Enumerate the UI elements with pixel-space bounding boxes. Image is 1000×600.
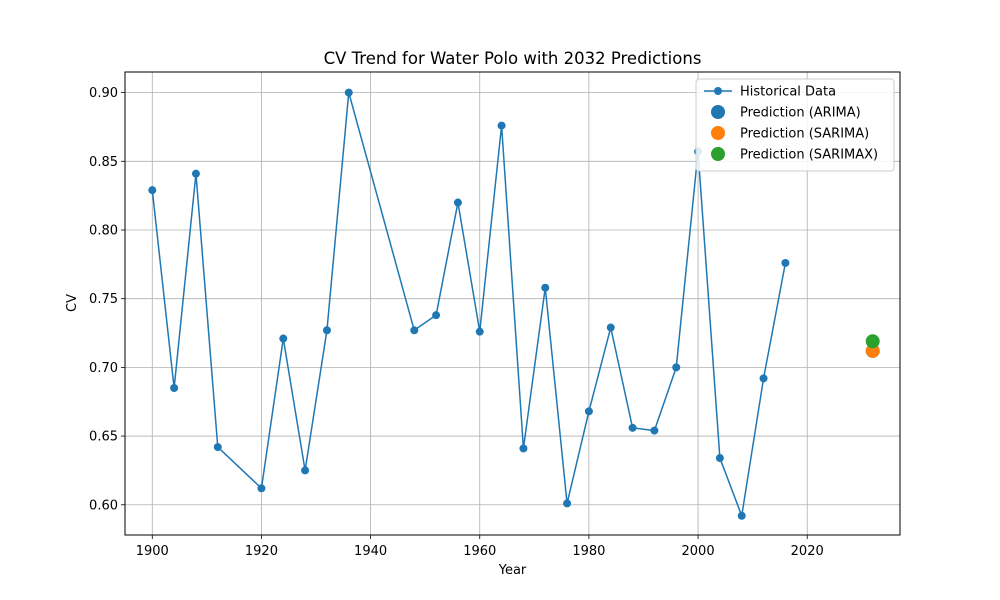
historical-data-point [279, 334, 288, 343]
legend: Historical Data Prediction (ARIMA) Predict… [695, 78, 895, 172]
historical-data-point [715, 454, 724, 463]
legend-marker-swatch [711, 105, 725, 119]
historical-data-point [497, 121, 506, 130]
prediction-sarimax-point [865, 334, 880, 349]
y-tick-label: 0.65 [89, 430, 118, 445]
historical-data-point [650, 426, 659, 435]
y-tick-label: 0.90 [89, 86, 118, 101]
historical-data-point [257, 484, 266, 493]
historical-data-point [584, 407, 593, 416]
historical-data-point [541, 283, 550, 292]
legend-marker-swatch [711, 147, 725, 161]
historical-data-point [628, 423, 637, 432]
historical-data-point [432, 311, 441, 320]
historical-data-point [322, 326, 331, 335]
y-axis-label: CV [65, 294, 80, 312]
legend-marker-swatch [714, 87, 722, 95]
historical-data-point [170, 383, 179, 392]
plot-frame [124, 71, 901, 536]
legend-marker-swatch [711, 126, 725, 140]
legend-label: Prediction (SARIMA) [740, 127, 869, 142]
chart-title: CV Trend for Water Polo with 2032 Predic… [324, 49, 702, 68]
x-tick-label: 2020 [791, 544, 824, 559]
x-tick-label: 1940 [354, 544, 387, 559]
historical-data-point [781, 258, 790, 267]
x-tick-label: 1920 [245, 544, 278, 559]
historical-data-point [737, 511, 746, 520]
historical-data-point [519, 444, 528, 453]
historical-data-point [213, 443, 222, 452]
y-tick-label: 0.75 [89, 292, 118, 307]
x-tick-label: 1900 [136, 544, 169, 559]
grid [125, 72, 900, 535]
legend-label: Historical Data [740, 85, 836, 100]
y-tick-label: 0.80 [89, 223, 118, 238]
prediction-sarima-point [865, 343, 880, 358]
y-tick-label: 0.60 [89, 498, 118, 513]
historical-data-point [301, 466, 310, 475]
legend-label: Prediction (SARIMAX) [740, 148, 878, 163]
y-tick-label: 0.85 [89, 155, 118, 170]
historical-data-point [453, 198, 462, 207]
x-tick-label: 2000 [682, 544, 715, 559]
historical-data-point [563, 499, 572, 508]
historical-data-point [672, 363, 681, 372]
historical-data-point [410, 326, 419, 335]
historical-data-point [191, 169, 200, 178]
historical-data-point [475, 327, 484, 336]
historical-data-point [344, 88, 353, 97]
x-tick-label: 1980 [572, 544, 605, 559]
historical-data-point [148, 186, 157, 195]
x-axis-label: Year [498, 563, 527, 578]
historical-data-point [606, 323, 615, 332]
ticks: 1900 1920 1940 1960 1980 2000 2020 0.60 0.65 0.70… [89, 86, 824, 559]
series-layer [148, 88, 880, 520]
legend-label: Prediction (ARIMA) [740, 106, 861, 121]
x-tick-label: 1960 [463, 544, 496, 559]
historical-data-point [759, 374, 768, 383]
y-tick-label: 0.70 [89, 361, 118, 376]
legend-box [695, 78, 895, 172]
